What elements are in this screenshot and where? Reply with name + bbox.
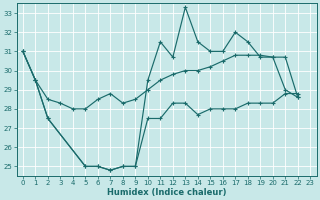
X-axis label: Humidex (Indice chaleur): Humidex (Indice chaleur) [107, 188, 226, 197]
